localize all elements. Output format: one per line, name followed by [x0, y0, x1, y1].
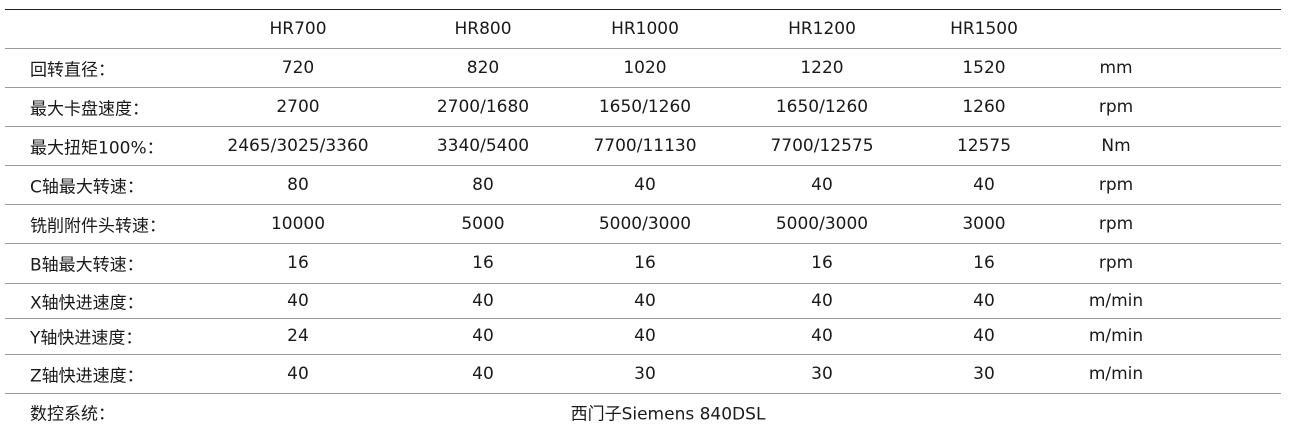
table-row: 最大卡盘速度： 2700 2700/1680 1650/1260 1650/1260 12… — [0, 87, 1292, 126]
spec-label: C轴最大转速： — [30, 177, 144, 197]
row-divider — [5, 243, 1281, 244]
spec-value: 40 — [634, 290, 656, 311]
spec-value: 2465/3025/3360 — [227, 135, 369, 156]
spec-unit: rpm — [1098, 213, 1134, 234]
spec-unit: m/min — [1088, 326, 1144, 346]
spec-value: 30 — [811, 363, 833, 384]
spec-value: 820 — [466, 57, 500, 78]
row-divider — [5, 48, 1281, 49]
spec-label: X轴快进速度： — [30, 293, 144, 313]
spec-value: 5000/3000 — [598, 213, 692, 234]
spec-value: 40 — [973, 290, 995, 311]
spec-value: 40 — [472, 326, 494, 346]
row-divider — [5, 393, 1281, 394]
spec-label: B轴最大转速： — [30, 255, 144, 276]
spec-unit: rpm — [1098, 96, 1134, 117]
header-row: HR700 HR800 HR1000 HR1200 HR1500 — [0, 9, 1292, 48]
spec-value: 40 — [973, 326, 995, 346]
spec-unit: rpm — [1098, 174, 1134, 195]
spec-value: 40 — [634, 326, 656, 346]
model-header: HR700 — [269, 18, 327, 39]
spec-value: 16 — [472, 253, 494, 273]
spec-value: 16 — [634, 253, 656, 273]
spec-value: 40 — [811, 290, 833, 311]
model-header: HR1500 — [950, 18, 1018, 39]
spec-value: 16 — [811, 253, 833, 273]
spec-label: 铣削附件头转速： — [30, 216, 166, 236]
spec-label: Y轴快进速度： — [30, 328, 143, 349]
spec-value: 16 — [287, 253, 309, 273]
spec-value: 720 — [281, 57, 315, 78]
table-row: 铣削附件头转速： 10000 5000 5000/3000 5000/3000 3000 r… — [0, 204, 1292, 243]
spec-value: 40 — [472, 363, 494, 384]
spec-value: 3000 — [962, 213, 1006, 234]
model-header: HR1200 — [788, 18, 856, 39]
table-row: 回转直径： 720 820 1020 1220 1520 mm — [0, 48, 1292, 87]
spec-value: 3340/5400 — [436, 135, 530, 156]
row-divider — [5, 283, 1281, 284]
spec-value: 80 — [472, 174, 494, 195]
spec-value: 7700/12575 — [770, 135, 874, 156]
spec-value: 7700/11130 — [593, 135, 697, 156]
spec-value: 1520 — [962, 57, 1006, 78]
spec-unit: Nm — [1101, 135, 1131, 156]
spec-value: 1650/1260 — [775, 96, 869, 117]
table-row: X轴快进速度： 40 40 40 40 40 m/min — [0, 283, 1292, 318]
spec-unit: m/min — [1088, 290, 1144, 311]
model-header: HR1000 — [611, 18, 679, 39]
cnc-row: 数控系统： 西门子Siemens 840DSL — [0, 393, 1292, 430]
spec-value: 10000 — [270, 213, 326, 234]
spec-label: Z轴快进速度： — [30, 366, 144, 386]
spec-value: 1020 — [623, 57, 667, 78]
cnc-value: 西门子Siemens 840DSL — [570, 404, 766, 424]
spec-value: 12575 — [956, 135, 1012, 156]
spec-label: 最大卡盘速度： — [30, 99, 149, 119]
spec-value: 40 — [287, 290, 309, 311]
spec-value: 1220 — [800, 57, 844, 78]
spec-value: 2700/1680 — [436, 96, 530, 117]
table-row: C轴最大转速： 80 80 40 40 40 rpm — [0, 165, 1292, 204]
spec-value: 30 — [634, 363, 656, 384]
spec-unit: rpm — [1098, 253, 1134, 273]
table-row: B轴最大转速： 16 16 16 16 16 rpm — [0, 243, 1292, 283]
model-header: HR800 — [454, 18, 512, 39]
row-divider — [5, 204, 1281, 205]
spec-value: 40 — [287, 363, 309, 384]
spec-value: 30 — [973, 363, 995, 384]
row-divider — [5, 354, 1281, 355]
row-divider — [5, 318, 1281, 319]
table-row: Y轴快进速度： 24 40 40 40 40 m/min — [0, 318, 1292, 354]
spec-unit: m/min — [1088, 363, 1144, 384]
spec-value: 2700 — [276, 96, 320, 117]
row-divider — [5, 165, 1281, 166]
table-row: Z轴快进速度： 40 40 30 30 30 m/min — [0, 354, 1292, 393]
spec-label: 回转直径： — [30, 60, 115, 80]
spec-value: 1650/1260 — [598, 96, 692, 117]
spec-value: 40 — [472, 290, 494, 311]
spec-value: 16 — [973, 253, 995, 273]
row-divider — [5, 87, 1281, 88]
spec-value: 40 — [973, 174, 995, 195]
table-top-border — [5, 9, 1281, 10]
row-divider — [5, 126, 1281, 127]
spec-value: 40 — [811, 326, 833, 346]
spec-value: 80 — [287, 174, 309, 195]
spec-value: 40 — [634, 174, 656, 195]
spec-value: 5000/3000 — [775, 213, 869, 234]
spec-value: 24 — [287, 326, 309, 346]
spec-value: 1260 — [962, 96, 1006, 117]
spec-unit: mm — [1099, 57, 1133, 78]
cnc-label: 数控系统： — [30, 404, 115, 424]
table-row: 最大扭矩100%： 2465/3025/3360 3340/5400 7700/111… — [0, 126, 1292, 165]
spec-value: 5000 — [461, 213, 505, 234]
spec-label: 最大扭矩100%： — [30, 138, 164, 158]
spec-value: 40 — [811, 174, 833, 195]
